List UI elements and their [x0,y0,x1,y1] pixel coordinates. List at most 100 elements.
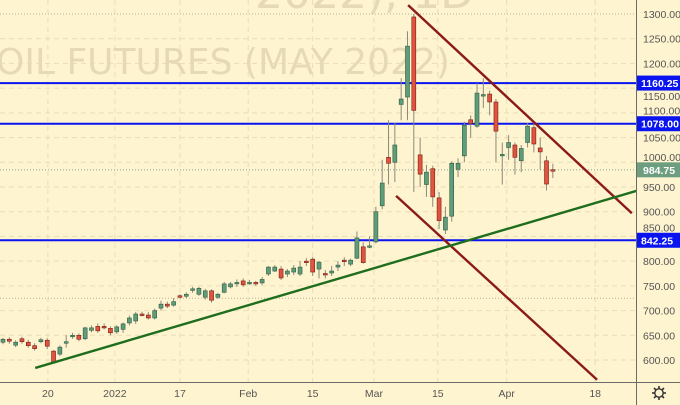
candle-up [405,45,410,98]
candle-down [32,345,37,349]
candle-up [0,338,6,343]
candle-up [443,216,448,231]
price-tick-label: 650.00 [643,330,675,342]
level-price-label: 1160.25 [641,78,679,90]
candle-down [310,258,315,273]
candle-down [386,157,391,164]
candle-down [341,259,347,262]
candle-down [76,334,82,340]
candle-up [392,144,398,163]
candle-up [13,341,18,346]
candle-up [234,282,240,285]
candle-up [120,323,126,330]
watermark-line2: OIL FUTURES (MAY 2022) [0,42,450,83]
level-price-badge [637,75,680,91]
candle-up [57,346,63,355]
candle-up [127,317,132,324]
price-tick-label: 900.00 [643,207,675,219]
trendline-upper-resistance[interactable] [407,4,633,215]
price-axis-bg [636,0,680,382]
candle-up [398,98,404,105]
candle-down [544,160,549,185]
price-tick-label: 850.00 [643,222,675,234]
candle-down [253,282,259,285]
price-tick-label: 700.00 [643,306,675,318]
candle-up [247,282,252,285]
candle-down [323,273,328,276]
time-axis[interactable]: 20 2022 17 Feb 15 Mar 15 Apr 18 [0,382,680,405]
time-tick-label: 2022 [103,388,127,400]
trendline-lower-channel[interactable] [395,195,598,381]
candle-down [493,101,499,132]
candle-up [171,301,176,306]
time-tick-label: 17 [174,388,186,400]
price-tick-label: 1150.00 [643,91,680,103]
price-tick-label: 800.00 [643,256,675,268]
candle-down [537,147,543,153]
candle-up [462,124,467,157]
candle-up [202,290,208,298]
horizontal-levels[interactable] [0,82,636,242]
candle-up [215,293,221,298]
candle-down [95,326,101,332]
candle-up [63,341,69,344]
candle-up [481,94,486,97]
level-price-badge [637,116,680,132]
dotted-lines [0,13,636,299]
candle-up [518,148,524,162]
candle-down [101,326,107,329]
candle-up [114,326,120,333]
time-tick-label: Mar [365,388,384,400]
candle-up [82,327,88,340]
candle-down [25,341,31,346]
candle-up [474,92,480,127]
price-tick-label: 750.00 [643,281,675,293]
price-tick-label: 950.00 [643,182,675,194]
time-tick-label: Apr [499,388,516,400]
candle-up [285,270,290,275]
level-price-label: 1078.00 [641,119,679,131]
level-price-badge [637,232,680,248]
price-labels: 1160.25 1078.00 842.25 984.75 [637,75,680,248]
candle-up [291,267,297,273]
candle-down [165,303,170,307]
last-price-badge [637,162,680,178]
candle-up [190,288,195,291]
price-tick-label: 1000.00 [643,152,680,164]
candle-down [209,290,214,301]
candle-up [183,293,189,297]
candle-up [329,270,334,274]
trendlines[interactable] [34,4,637,381]
candle-up [455,162,461,170]
candle-up [424,171,429,185]
candle-down [550,169,556,172]
candle-up [297,266,303,275]
candle-up [525,125,530,143]
price-axis[interactable]: 600.00 650.00 700.00 750.00 800.00 850.00 900.… [636,0,680,405]
candle-up [449,162,455,217]
gear-icon[interactable] [652,386,666,400]
candle-down [512,144,518,158]
price-tick-label: 600.00 [643,355,675,367]
candle-down [51,350,56,363]
candle-down [44,339,50,347]
time-tick-label: 20 [42,388,54,400]
candle-down [487,93,492,103]
candle-up [348,259,353,265]
candle-down [430,168,436,198]
candles [0,14,556,363]
candle-down [417,154,423,175]
candle-up [133,313,139,322]
trendline-support[interactable] [34,189,637,370]
candle-up [367,245,372,248]
candle-up [259,279,265,284]
candle-down [531,127,537,145]
candle-up [158,303,164,309]
level-price-label: 842.25 [641,235,673,247]
candle-up [499,154,505,157]
candle-up [70,334,75,338]
candle-up [379,182,385,207]
time-tick-label: 18 [589,388,601,400]
candle-up [196,288,202,295]
